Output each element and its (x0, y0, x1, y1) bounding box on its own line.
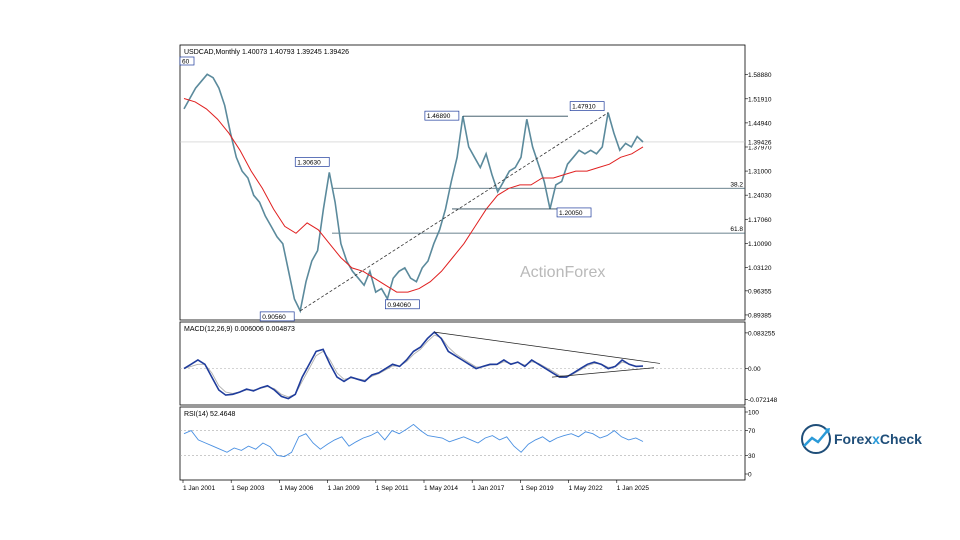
time-tick-label: 1 Jan 2001 (183, 485, 216, 492)
time-tick-label: 1 Sep 2011 (376, 485, 409, 492)
trendline-dashed (299, 112, 609, 312)
current-price-label: 1.39426 (748, 139, 772, 146)
watermark-text: ActionForex (520, 264, 605, 281)
price-annotation-label: 1.46890 (427, 113, 451, 120)
macd-tick-label: -0.072148 (748, 397, 778, 404)
price-annotation-label: 0.94060 (387, 302, 411, 309)
rsi-panel (179, 406, 746, 481)
price-annotation-box (424, 110, 460, 121)
price-annotation-label: 1.30630 (297, 159, 321, 166)
price-tick-label: 0.89385 (748, 312, 772, 319)
price-tick-label: 1.44940 (748, 120, 772, 127)
price-annotation-box (385, 299, 420, 310)
time-tick-label: 1 May 2022 (569, 485, 603, 492)
fib-level-label: 61.8 (730, 226, 743, 233)
current-price-box (746, 136, 778, 146)
macd-header: MACD(12,26,9) 0.006006 0.004873 (184, 326, 295, 333)
moving-average-line (183, 98, 644, 293)
fib-level-label: 38.2 (730, 181, 743, 188)
rsi-tick-label: 30 (748, 453, 756, 460)
price-tick-label: 1.51910 (748, 96, 772, 103)
price-panel (179, 44, 746, 321)
price-tick-label: 0.96355 (748, 288, 772, 295)
price-line (183, 73, 644, 314)
price-tick-label: 1.31000 (748, 169, 772, 176)
price-annotation-box (556, 207, 592, 218)
rsi-tick-label: 0 (748, 472, 752, 479)
time-tick-label: 1 Sep 2003 (231, 485, 265, 492)
rsi-tick-label: 100 (748, 410, 759, 417)
macd-trendline-upper (434, 331, 661, 364)
price-annotation-box (294, 157, 330, 167)
rsi-header: RSI(14) 52.4648 (184, 411, 235, 418)
price-annotation-box (259, 311, 295, 322)
time-tick-label: 1 Jan 2009 (328, 485, 361, 492)
macd-tick-label: 0.083255 (748, 330, 775, 337)
globe-icon (801, 424, 831, 454)
macd-tick-label: 0.00 (748, 366, 761, 373)
time-tick-label: 1 May 2014 (424, 485, 458, 492)
price-header: USDCAD,Monthly 1.40073 1.40793 1.39245 1… (184, 49, 349, 56)
price-annotation-box (569, 101, 605, 111)
price-annotation-label: 0.90560 (262, 314, 286, 321)
price-layer: 1.58880 1.51910 1.44940 1.37970 1.31000 1.240… (179, 56, 778, 322)
price-tick-label: 1.03120 (748, 265, 772, 272)
price-tick-label: 1.37970 (748, 144, 772, 151)
price-tick-label: 1.58880 (748, 72, 772, 79)
trend-arrow-icon (803, 429, 829, 447)
macd-layer: 0.083255 0.00 -0.072148 (180, 330, 778, 404)
rsi-tick-label: 70 (748, 428, 756, 435)
price-annotation-label: 1.47910 (572, 104, 596, 111)
brand-logo: ForexxCheck (801, 424, 922, 454)
time-tick-label: 1 Sep 2019 (520, 485, 554, 492)
price-annotation-box (179, 56, 195, 66)
price-tick-label: 1.24030 (748, 193, 772, 200)
brand-name: ForexxCheck (834, 431, 922, 447)
price-annotation-label: 1.20050 (559, 210, 583, 217)
macd-line (183, 331, 644, 400)
time-axis: 1 Jan 2001 1 Sep 2003 1 May 2006 1 Jan 2009… (182, 480, 650, 492)
rsi-layer: 100 70 30 0 (180, 410, 759, 479)
price-tick-label: 1.10090 (748, 241, 772, 248)
time-tick-label: 1 Jan 2025 (617, 485, 650, 492)
price-tick-label: 1.17060 (748, 217, 772, 224)
time-tick-label: 1 Jan 2017 (472, 485, 505, 492)
time-tick-label: 1 May 2006 (279, 485, 313, 492)
rsi-line (183, 423, 644, 458)
price-annotation-label: 60 (182, 59, 190, 66)
macd-panel (179, 321, 746, 406)
macd-trendline-lower (551, 367, 655, 378)
